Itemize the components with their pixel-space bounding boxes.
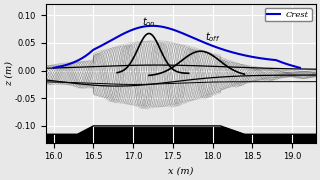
- Text: $t_{off}$: $t_{off}$: [204, 30, 220, 44]
- Legend: Crest: Crest: [265, 8, 312, 21]
- X-axis label: x (m): x (m): [168, 167, 193, 176]
- Text: $t_{on}$: $t_{on}$: [142, 15, 156, 29]
- Y-axis label: z (m): z (m): [4, 61, 13, 86]
